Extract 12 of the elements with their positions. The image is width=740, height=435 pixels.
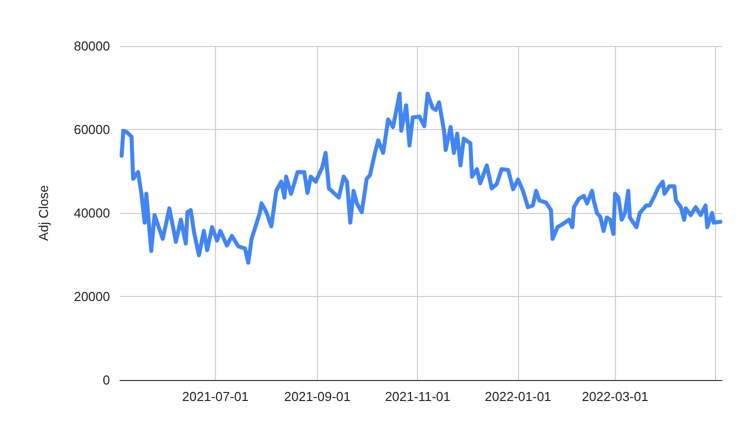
x-tick-label: 2021-11-01 [384,389,450,404]
y-axis-title: Adj Close [36,185,51,241]
y-tick-label: 80000 [74,38,110,54]
line-series [120,92,722,265]
y-tick-label: 60000 [74,122,110,137]
x-tick-label: 2022-01-01 [484,389,552,404]
y-tick-label: 20000 [74,289,110,304]
y-tick-label: 40000 [74,206,110,220]
x-tick-label: 2022-03-01 [582,389,648,404]
x-tick-label: 2021-07-01 [182,389,249,404]
y-tick-label: 0 [102,372,110,388]
x-tick-label: 2021-09-01 [284,389,351,404]
